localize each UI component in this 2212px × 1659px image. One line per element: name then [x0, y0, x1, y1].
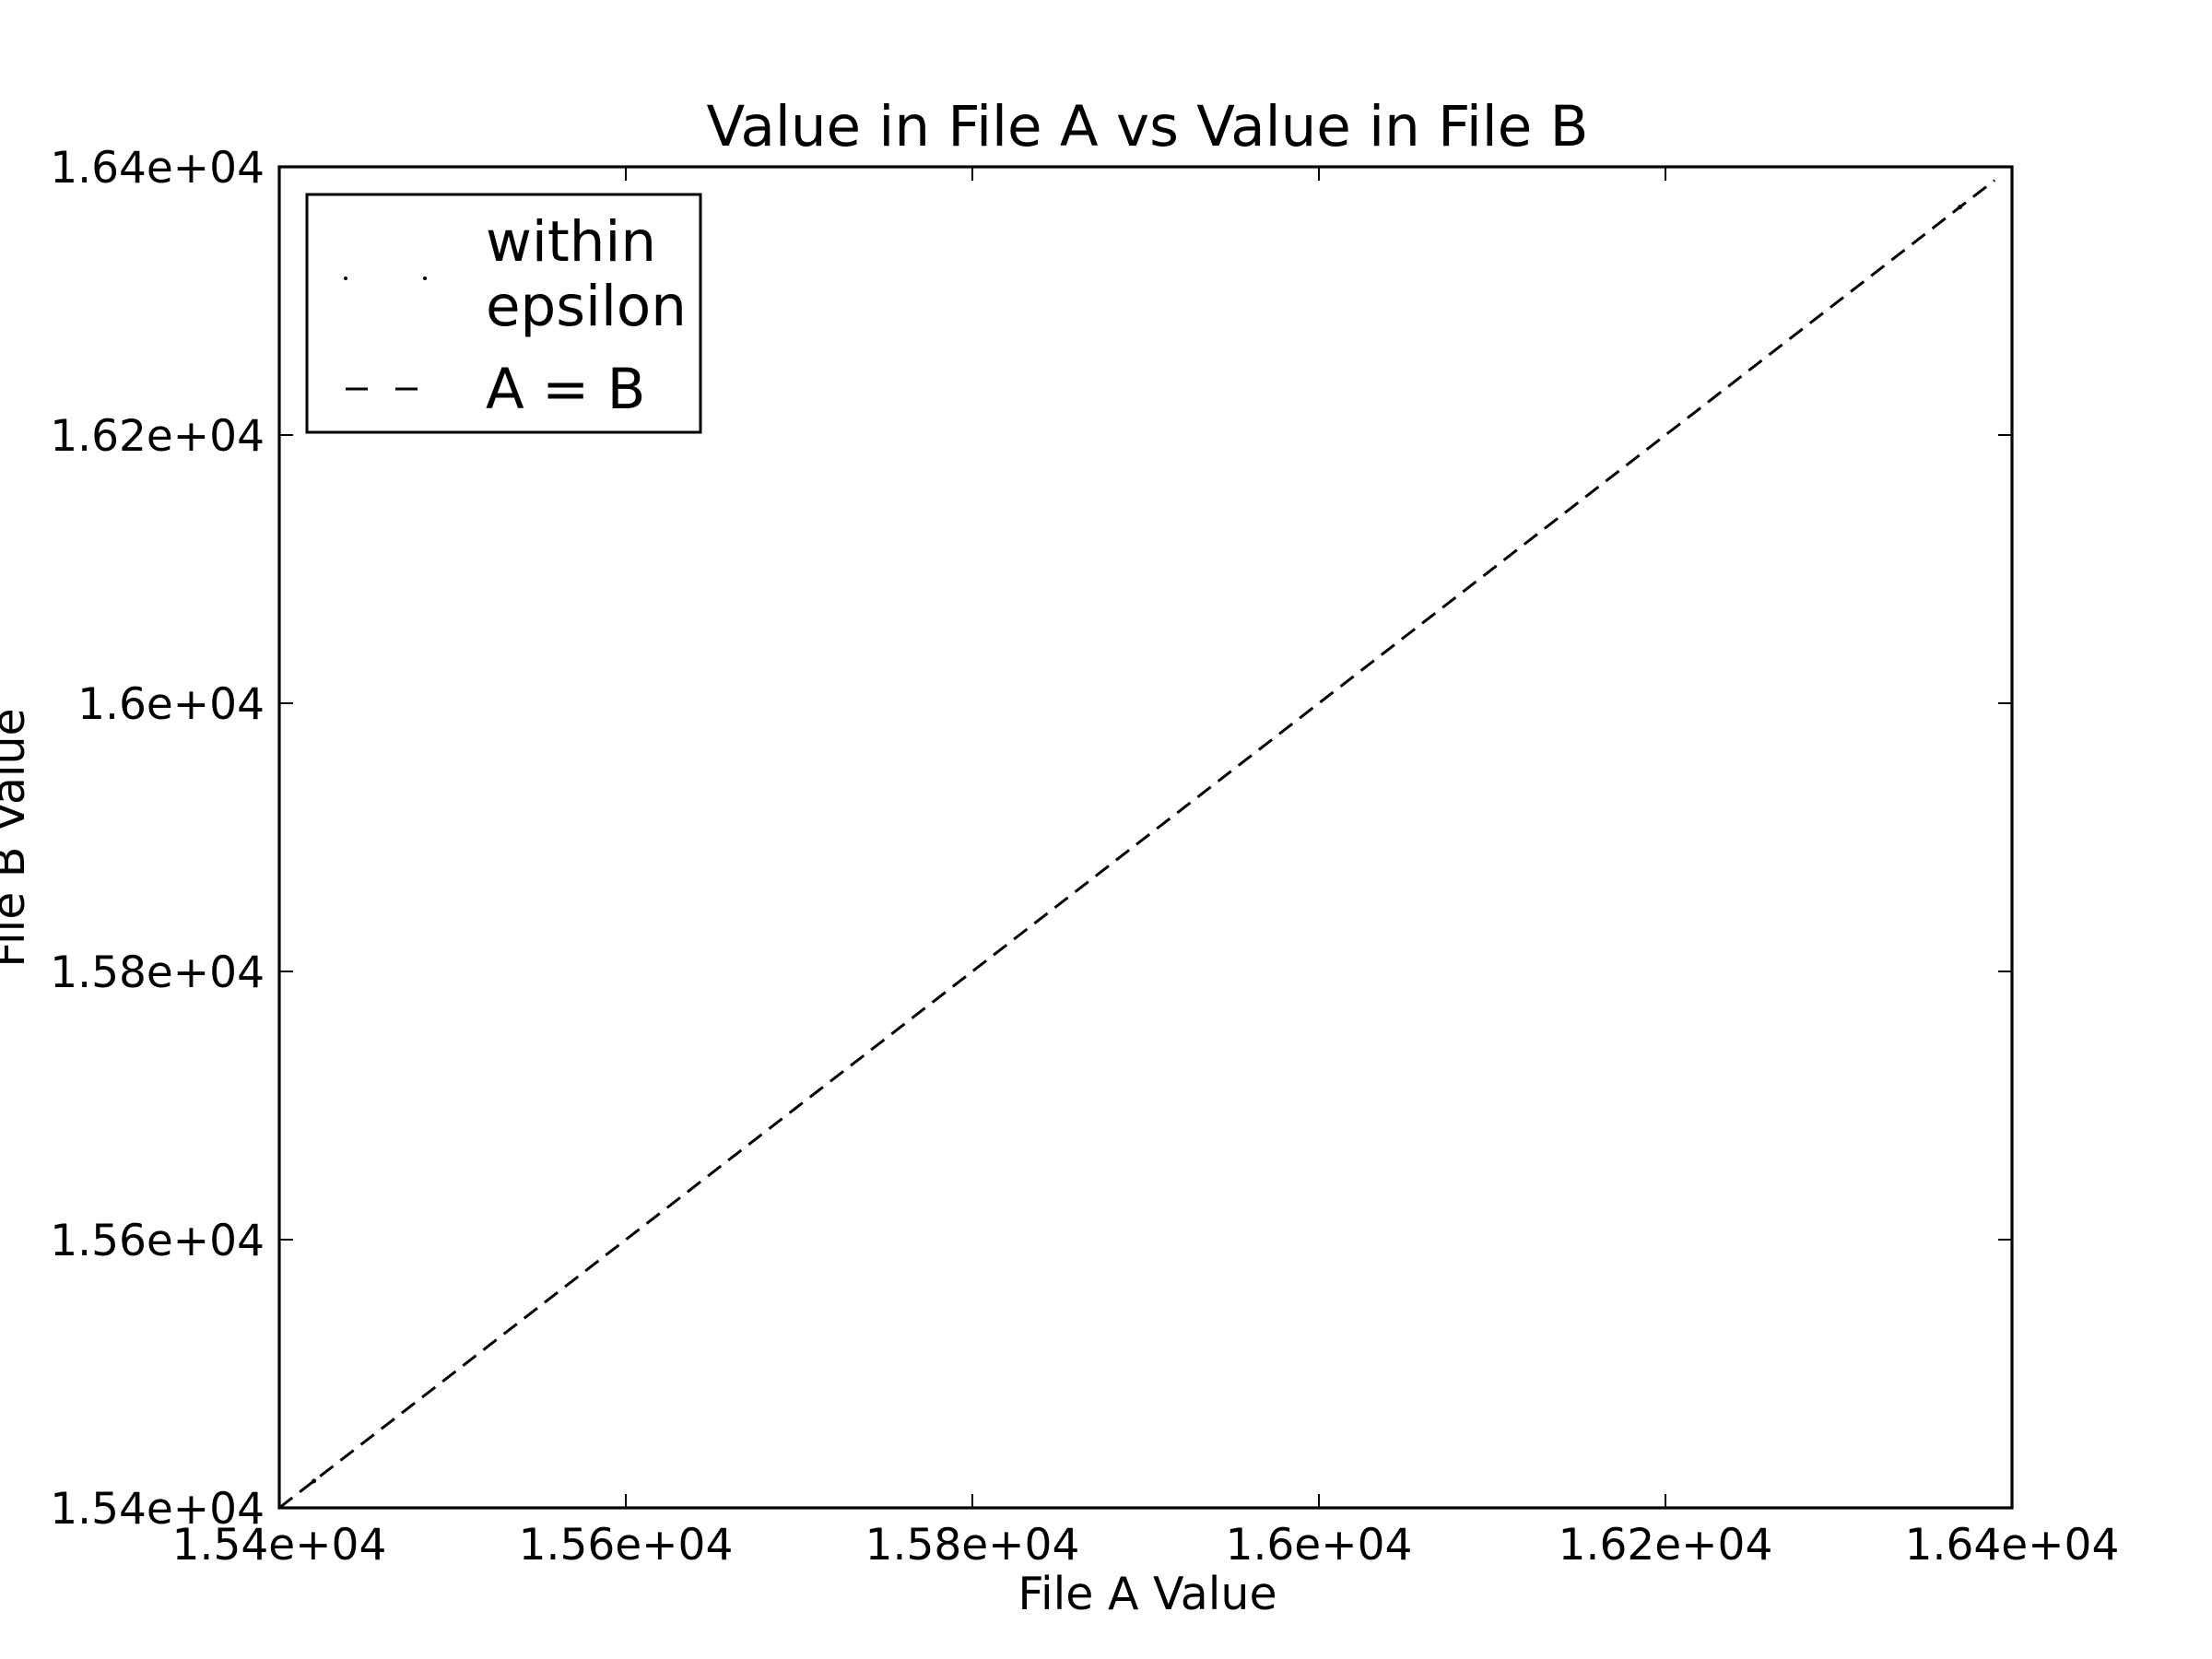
- plot-frame: [277, 165, 2014, 1510]
- y-tick-label: 1.54e+04: [50, 1484, 265, 1535]
- y-axis-label: File B Value: [0, 708, 35, 967]
- series-line-a-equals-b: [278, 179, 1996, 1510]
- x-tick-label: 1.56e+04: [519, 1520, 734, 1571]
- legend-label-a-equals-b: A = B: [486, 357, 645, 422]
- legend-marker-within-epsilon: [344, 276, 347, 280]
- y-tick-label: 1.6e+04: [77, 679, 265, 730]
- legend-label-within-epsilon: epsilon: [486, 274, 687, 339]
- y-tick-label: 1.64e+04: [50, 143, 265, 194]
- legend-label-within-epsilon: within: [486, 209, 656, 275]
- chart-title: Value in File A vs Value in File B: [707, 94, 1589, 159]
- series-layer: [278, 179, 1996, 1510]
- x-tick-label: 1.6e+04: [1226, 1520, 1413, 1571]
- legend-marker-within-epsilon: [423, 276, 427, 280]
- x-axis-label: File A Value: [1018, 1568, 1277, 1620]
- y-tick-label: 1.56e+04: [50, 1216, 265, 1266]
- ticks-layer: 1.54e+04 1.56e+04 1.58e+04 1.6e+04 1.62e+04 1…: [50, 143, 2119, 1571]
- y-tick-label: 1.62e+04: [50, 411, 265, 462]
- x-tick-label: 1.54e+04: [172, 1520, 387, 1571]
- y-tick-label: 1.58e+04: [50, 947, 265, 998]
- x-tick-label: 1.62e+04: [1559, 1520, 1773, 1571]
- x-tick-label: 1.58e+04: [865, 1520, 1080, 1571]
- legend-frame: [305, 193, 702, 434]
- x-tick-label: 1.64e+04: [1905, 1520, 2120, 1571]
